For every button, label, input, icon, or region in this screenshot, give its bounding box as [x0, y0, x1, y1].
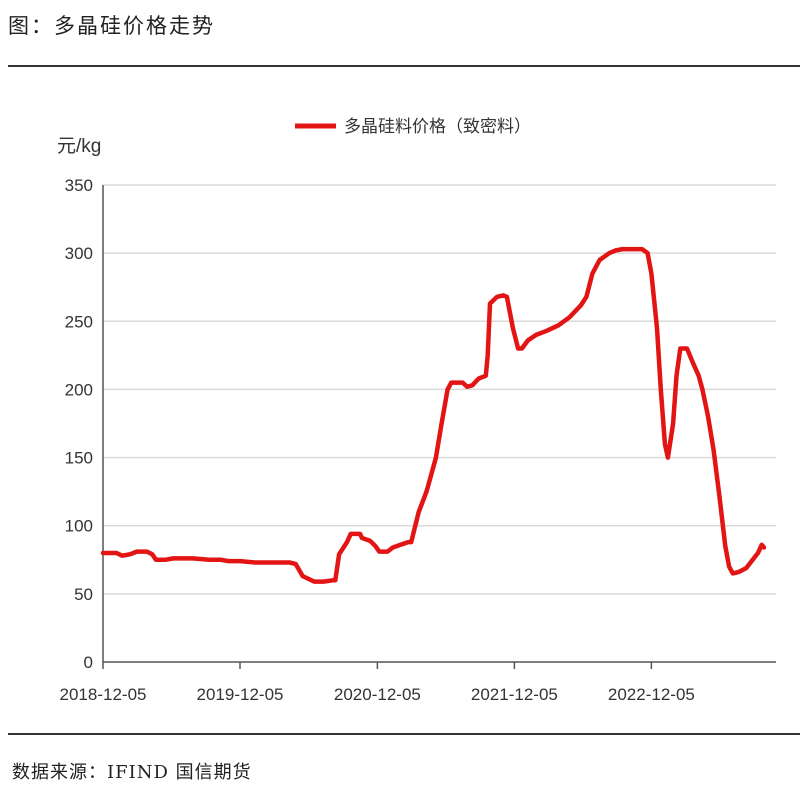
- y-tick-label: 250: [65, 312, 93, 331]
- figure-title: 图：多晶硅价格走势: [8, 14, 215, 38]
- legend: 多晶硅料价格（致密料）: [295, 117, 531, 137]
- x-tick-label: 2019-12-05: [197, 685, 284, 704]
- x-tick-label: 2021-12-05: [471, 685, 558, 704]
- y-tick-label: 350: [65, 176, 93, 195]
- legend-label: 多晶硅料价格（致密料）: [344, 117, 531, 137]
- y-tick-label: 300: [65, 244, 93, 263]
- y-tick-label: 50: [74, 585, 93, 604]
- y-tick-label: 150: [65, 449, 93, 468]
- y-tick-label: 100: [65, 517, 93, 536]
- x-tick-label: 2022-12-05: [608, 685, 695, 704]
- series-layer: [100, 246, 767, 584]
- x-tick-label: 2018-12-05: [60, 685, 147, 704]
- series-line: [100, 246, 767, 584]
- axes: 0 50 100 150 200 250 300 350 元/kg 2018-12-05 2019-…: [57, 136, 776, 704]
- grid-lines: [103, 184, 776, 595]
- y-tick-label: 200: [65, 380, 93, 399]
- y-tick-label: 0: [84, 653, 93, 672]
- y-axis-unit: 元/kg: [57, 136, 101, 157]
- top-rule: [8, 65, 800, 67]
- data-source-note: 数据来源：IFIND 国信期货: [12, 762, 252, 783]
- bottom-rule: [8, 733, 800, 735]
- x-tick-label: 2020-12-05: [334, 685, 421, 704]
